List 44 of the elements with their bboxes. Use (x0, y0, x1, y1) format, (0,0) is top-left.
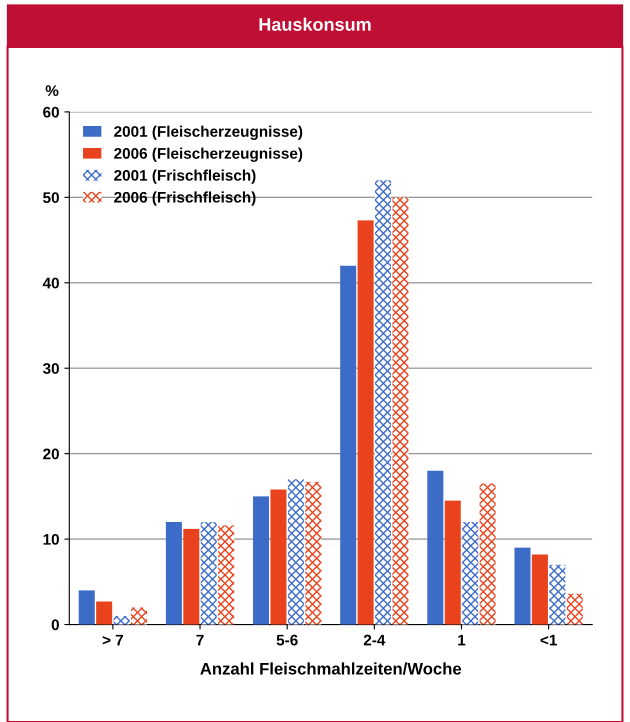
bar (375, 180, 392, 625)
bar (340, 266, 356, 625)
bar (480, 484, 496, 625)
bar (131, 607, 148, 625)
bar (166, 522, 182, 625)
legend-label: 2006 (Fleischerzeugnisse) (114, 148, 302, 162)
y-tick-label: 20 (43, 448, 59, 460)
bar (305, 482, 322, 625)
x-tick-label: 5-6 (276, 634, 298, 646)
bar (427, 470, 444, 625)
bar (462, 522, 478, 625)
bar (532, 554, 548, 625)
y-axis-title: % (46, 85, 58, 96)
bar (78, 590, 95, 625)
bar (253, 496, 270, 625)
y-tick-label: 10 (44, 534, 59, 545)
bar (183, 528, 200, 625)
bar (566, 594, 583, 625)
legend-label: 2001 (Fleischerzeugnisse) (114, 126, 302, 140)
x-axis-title: Anzahl Fleischmahlzeiten/Woche (200, 662, 462, 675)
x-tick-label: 7 (196, 634, 204, 646)
legend-label: 2006 (Frischfleisch) (114, 191, 256, 206)
bar (288, 479, 304, 625)
y-tick-label: 0 (52, 619, 59, 630)
bar (549, 564, 566, 625)
bar (358, 220, 374, 625)
bar (200, 522, 217, 625)
bar (96, 601, 112, 625)
chart-title: Hauskonsum (260, 18, 371, 31)
x-tick-label: > 7 (102, 634, 124, 646)
legend-label: 2001 (Frischfleisch) (114, 170, 256, 184)
y-tick-label: 40 (42, 278, 59, 288)
bar (514, 548, 530, 625)
x-tick-label: <1 (540, 634, 557, 646)
bar (218, 525, 234, 625)
bar (114, 616, 130, 625)
x-tick-label: 2-4 (364, 634, 386, 646)
y-tick-label: 50 (43, 192, 59, 204)
y-tick-label: 30 (42, 363, 59, 374)
bar (444, 500, 461, 625)
x-tick-label: 1 (458, 634, 466, 646)
bar (392, 197, 408, 625)
bar (270, 490, 286, 625)
y-tick-label: 60 (43, 106, 59, 118)
